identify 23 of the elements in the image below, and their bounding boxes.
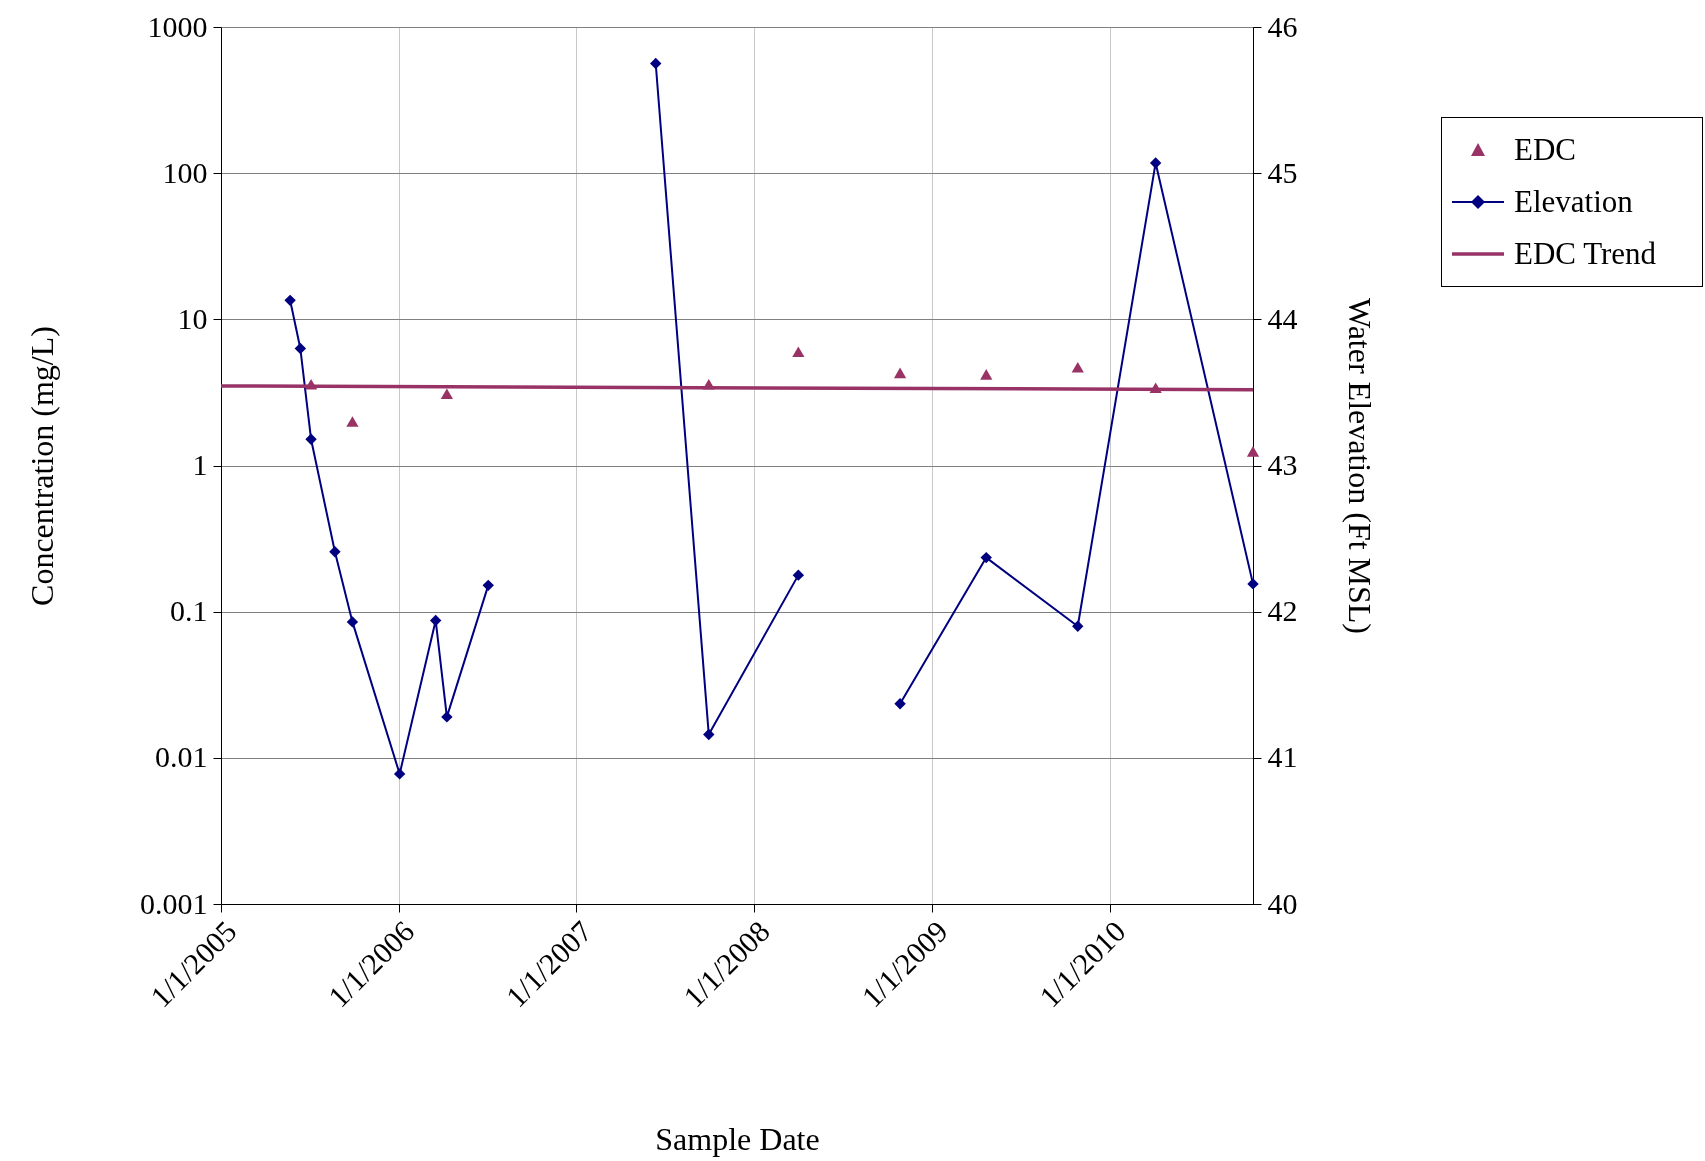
y-tick-label: 100 xyxy=(162,155,208,189)
point xyxy=(304,378,318,390)
y2-tick-label: 43 xyxy=(1267,448,1298,481)
y-tick-label: 0.01 xyxy=(155,740,208,774)
y-tick-label: 0.001 xyxy=(140,886,208,920)
y-axis-title: Concentration (mg/L) xyxy=(24,326,60,606)
y-tick-label: 10 xyxy=(177,301,208,335)
x-axis-title: Sample Date xyxy=(655,1121,820,1158)
y2-tick-label: 42 xyxy=(1267,594,1298,628)
y-tick-label: 1000 xyxy=(147,9,208,43)
y2-tick-label: 44 xyxy=(1267,301,1298,335)
y2-tick-label: 41 xyxy=(1267,740,1298,774)
point xyxy=(440,388,453,399)
y2-axis-title: Water Elevation (Ft MSL) xyxy=(1341,297,1378,635)
legend-label: EDC xyxy=(1514,132,1576,168)
legend-label: Elevation xyxy=(1514,184,1633,220)
legend-label: EDC Trend xyxy=(1514,236,1657,272)
y2-tick-label: 45 xyxy=(1267,155,1298,189)
y2-tick-label: 40 xyxy=(1267,886,1298,920)
point xyxy=(346,416,359,427)
y2-tick-label: 46 xyxy=(1267,9,1298,43)
y-tick-label: 0.1 xyxy=(170,594,208,628)
y-tick-label: 1 xyxy=(192,448,208,481)
